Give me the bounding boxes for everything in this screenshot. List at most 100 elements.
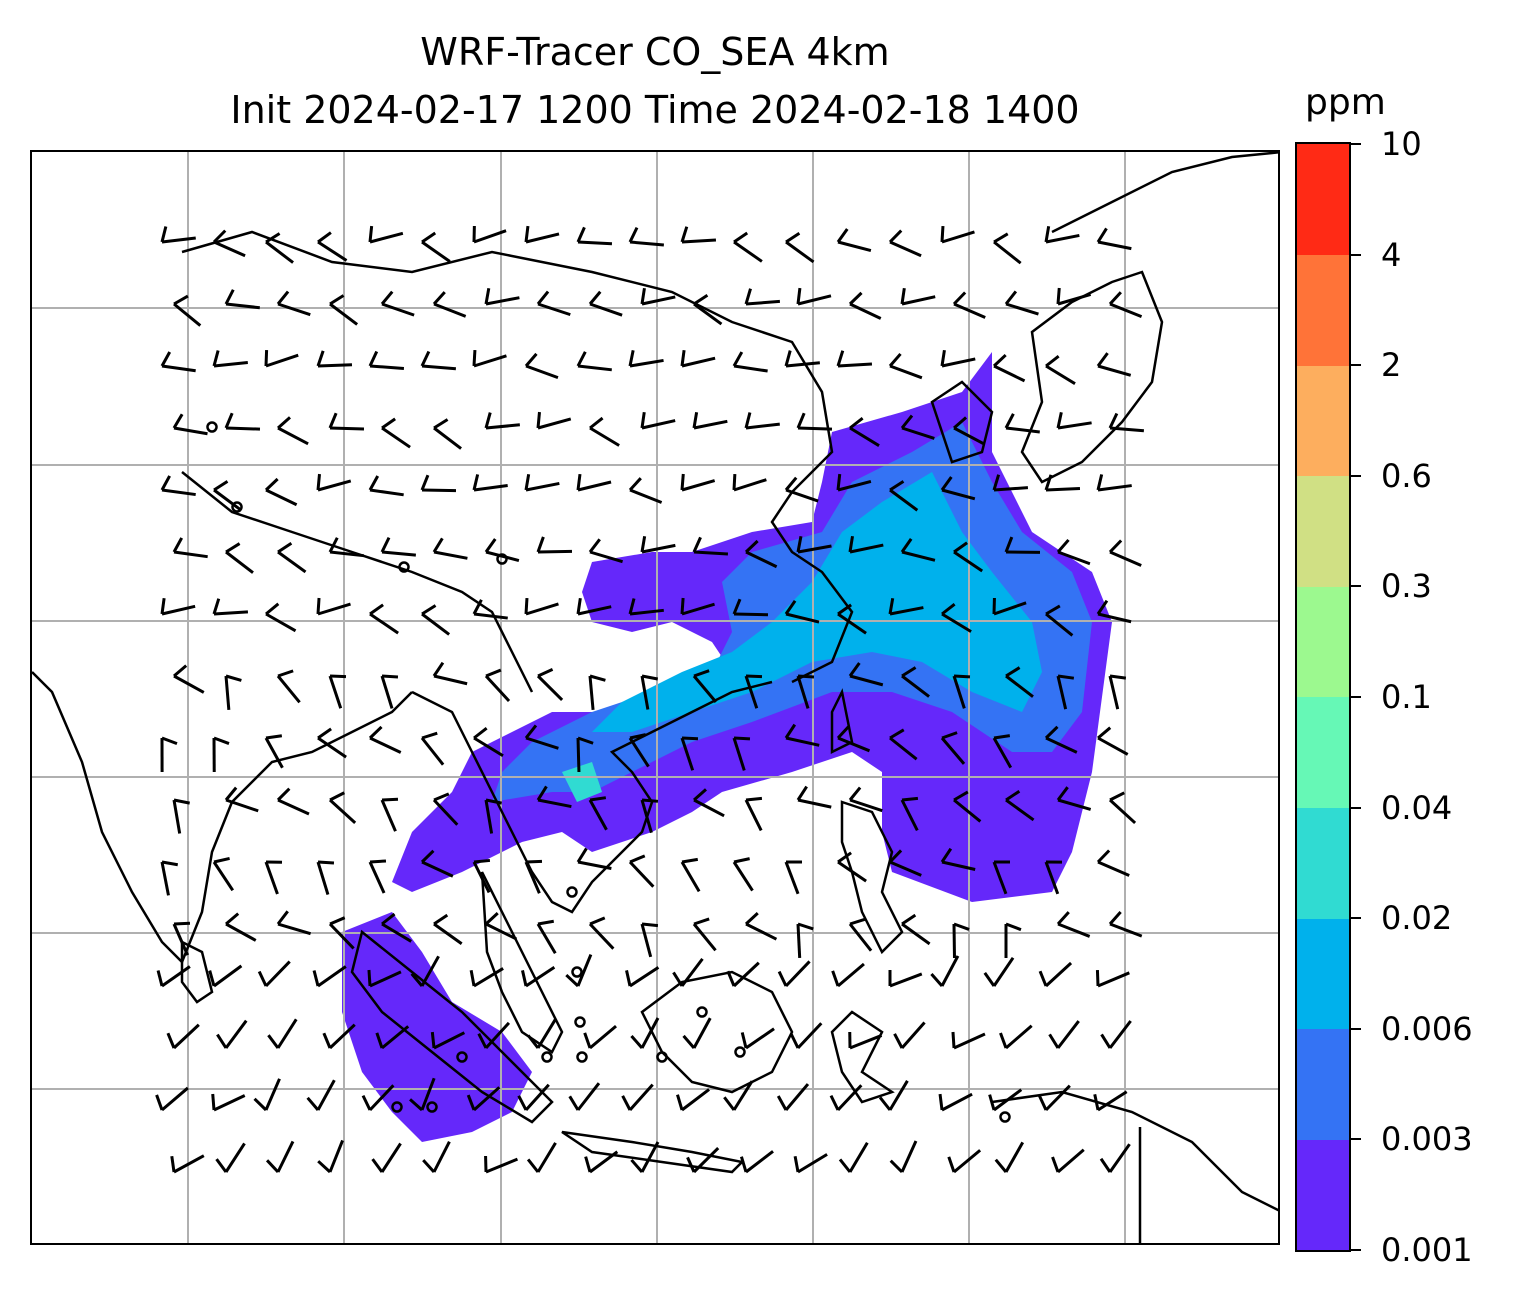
wind-barb-flag: [589, 916, 606, 926]
wind-barb-flag: [422, 1159, 436, 1174]
wind-barb-shaft: [1097, 971, 1130, 988]
plume-band-0001-south: [342, 912, 532, 1142]
wind-barb-flag: [225, 674, 242, 682]
wind-barb-flag: [680, 226, 689, 243]
wind-barb-flag: [1037, 1094, 1048, 1111]
wind-barb-shaft: [225, 426, 261, 431]
wind-barb-flag: [992, 353, 1007, 368]
wind-barb-flag: [640, 287, 646, 305]
colorbar-tick-label: 0.6: [1381, 456, 1432, 495]
wind-barb-shaft: [473, 736, 504, 758]
wind-barb-shaft: [784, 960, 811, 988]
wind-barb-shaft: [536, 674, 564, 702]
wind-barb-shaft: [329, 426, 365, 431]
wind-barb-flag: [1004, 413, 1015, 429]
wind-barb-flag: [940, 225, 945, 243]
wind-barb-shaft: [785, 612, 820, 624]
tracer-plume: [342, 352, 1112, 1142]
wind-barb-flag: [329, 791, 345, 802]
wind-barb-flag: [797, 922, 814, 931]
wind-barb-shaft: [433, 550, 468, 560]
wind-barb-shaft: [1044, 961, 1073, 988]
wind-barb-flag: [625, 970, 632, 987]
wind-barb-shaft: [213, 240, 246, 258]
wind-barb-shaft: [953, 302, 986, 319]
wind-barb-flag: [739, 1156, 748, 1173]
wind-barb-shaft: [889, 736, 918, 761]
wind-barb-flag: [526, 1158, 540, 1173]
wind-barb-flag: [1109, 791, 1125, 802]
wind-barb-flag: [537, 919, 555, 926]
wind-barb-flag: [484, 412, 492, 429]
wind-barb-shaft: [420, 955, 440, 987]
wind-barb-shaft: [848, 1141, 869, 1173]
wind-barb-shaft: [577, 860, 612, 870]
wind-barb-shaft: [953, 798, 982, 823]
wind-barb-flag: [889, 728, 905, 740]
wind-barb-shaft: [316, 1079, 336, 1111]
wind-barb-flag: [316, 473, 321, 491]
wind-barb-shaft: [628, 737, 650, 768]
wind-barb-shaft: [369, 488, 404, 497]
wind-barb-flag: [472, 349, 477, 367]
colorbar-tick-label: 0.04: [1381, 788, 1453, 827]
wind-barb-shaft: [629, 240, 664, 247]
wind-barb-flag: [900, 414, 914, 429]
wind-barb-flag: [836, 350, 845, 367]
wind-barb-shaft: [628, 860, 655, 888]
wind-barb-shaft: [369, 612, 399, 635]
wind-barb-flag: [889, 480, 905, 492]
colorbar-segment: [1297, 586, 1349, 698]
wind-barb-flag: [257, 970, 268, 987]
wind-barb-flag: [785, 231, 801, 244]
wind-barb-shaft: [692, 1147, 720, 1174]
wind-barb-flag: [160, 226, 168, 243]
wind-barb-flag: [316, 597, 321, 615]
wind-barb-flag: [900, 287, 906, 305]
wind-barb-flag: [213, 480, 229, 492]
colorbar-tick-label: 0.006: [1381, 1009, 1473, 1048]
wind-barb-flag: [1005, 789, 1021, 802]
wind-barb-flag: [524, 225, 530, 243]
calm-wind-marker: [456, 1051, 468, 1063]
wind-barb-shaft: [692, 923, 717, 952]
wind-barb-flag: [524, 473, 531, 491]
wind-barb-flag: [484, 912, 499, 926]
wind-barb-shaft: [693, 798, 725, 818]
wind-barb-flag: [629, 854, 646, 864]
wind-barb-shaft: [525, 602, 559, 616]
wind-barb-flag: [1038, 970, 1048, 987]
wind-barb-flag: [1056, 287, 1061, 305]
wind-barb-shaft: [1044, 1084, 1071, 1112]
wind-barb-flag: [1044, 225, 1051, 243]
wind-barb-flag: [420, 474, 430, 491]
wind-barb-shaft: [420, 737, 445, 766]
wind-barb-shaft: [953, 1032, 986, 1050]
wind-barb-shaft: [328, 798, 357, 824]
wind-barb-shaft: [640, 923, 653, 958]
wind-barb-flag: [267, 1034, 280, 1049]
wind-barb-shaft: [265, 488, 298, 507]
wind-barb-flag: [329, 674, 347, 679]
wind-barb-flag: [640, 411, 646, 429]
wind-barb-shaft: [213, 361, 248, 368]
wind-barb-flag: [1004, 536, 1014, 553]
wind-barb-flag: [1056, 911, 1070, 926]
wind-barb-shaft: [224, 675, 231, 711]
calm-wind-marker: [576, 1051, 588, 1063]
wind-barb-shaft: [484, 1021, 511, 1050]
wind-barb-flag: [306, 1096, 320, 1111]
wind-barb-shaft: [265, 353, 299, 368]
wind-barb-shaft: [173, 426, 208, 436]
wind-barb-flag: [796, 785, 808, 801]
wind-barb-shaft: [589, 1150, 619, 1174]
wind-barb-flag: [212, 350, 220, 367]
wind-barb-shaft: [317, 479, 352, 492]
wind-barb-shaft: [1005, 674, 1034, 698]
wind-barb-shaft: [796, 923, 802, 959]
colorbar-tick-mark: [1351, 696, 1361, 698]
wind-barb-shaft: [889, 240, 922, 258]
wind-barb-shaft: [732, 737, 746, 771]
wind-barb-shaft: [953, 426, 985, 446]
wind-barb-flag: [629, 733, 646, 740]
